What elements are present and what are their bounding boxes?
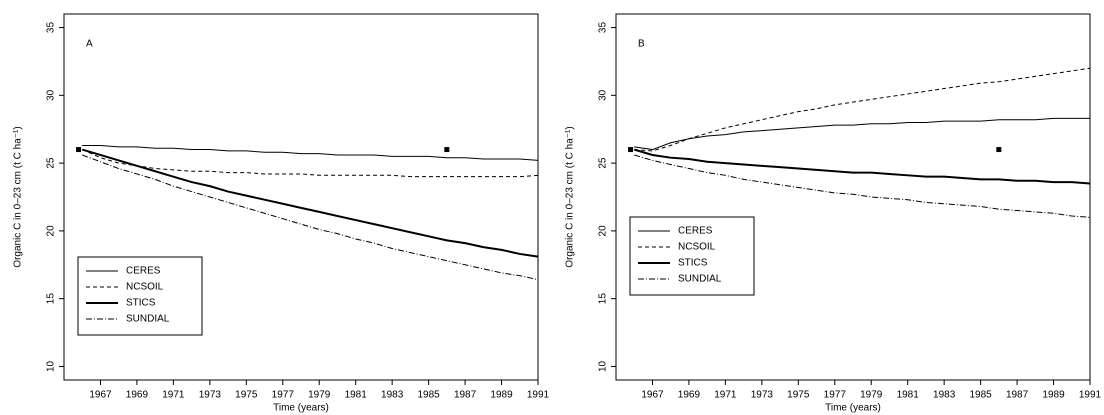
x-tick-label: 1985 (417, 390, 440, 401)
y-tick-label: 25 (598, 157, 609, 169)
series-line (634, 154, 1091, 218)
x-tick-label: 1971 (162, 390, 185, 401)
legend-label: STICS (126, 298, 156, 309)
y-tick-label: 30 (598, 89, 609, 101)
x-tick-label: 1987 (1006, 390, 1029, 401)
observed-point (996, 147, 1002, 153)
series-line (633, 148, 1091, 185)
series-line (81, 148, 539, 258)
y-tick-label: 10 (46, 360, 57, 372)
y-tick-label: 15 (46, 293, 57, 305)
x-tick-label: 1967 (641, 390, 664, 401)
series-line (82, 154, 539, 281)
x-tick-label: 1969 (126, 390, 149, 401)
series-line (634, 67, 1091, 152)
x-tick-label: 1973 (199, 390, 222, 401)
legend-box (77, 256, 203, 336)
x-axis-label: Time (years) (273, 403, 329, 414)
legend-label: SUNDIAL (126, 314, 170, 325)
y-tick-label: 25 (46, 157, 57, 169)
y-tick-label: 15 (598, 293, 609, 305)
plot-frame (63, 13, 539, 381)
y-axis-label: Organic C in 0–23 cm (t C ha⁻¹) (565, 126, 576, 267)
x-tick-label: 1991 (527, 390, 550, 401)
x-tick-label: 1979 (860, 390, 883, 401)
legend-label: SUNDIAL (678, 274, 722, 285)
y-tick-label: 35 (46, 22, 57, 34)
x-tick-label: 1967 (89, 390, 112, 401)
observed-point (76, 147, 82, 153)
x-tick-label: 1987 (454, 390, 477, 401)
x-tick-label: 1973 (751, 390, 774, 401)
legend-label: CERES (678, 226, 713, 237)
y-axis-label: Organic C in 0–23 cm (t C ha⁻¹) (13, 126, 24, 267)
x-tick-label: 1977 (272, 390, 295, 401)
x-tick-label: 1977 (824, 390, 847, 401)
x-tick-label: 1969 (678, 390, 701, 401)
series-line (82, 144, 539, 161)
x-axis-label: Time (years) (825, 403, 881, 414)
y-tick-label: 10 (598, 360, 609, 372)
x-tick-label: 1983 (381, 390, 404, 401)
x-tick-label: 1985 (969, 390, 992, 401)
legend-label: NCSOIL (126, 282, 164, 293)
y-tick-label: 20 (46, 225, 57, 237)
y-tick-label: 20 (598, 225, 609, 237)
series-line (82, 149, 539, 178)
observed-point (444, 147, 450, 153)
legend-label: NCSOIL (678, 242, 716, 253)
x-tick-label: 1975 (787, 390, 810, 401)
y-tick-label: 30 (46, 89, 57, 101)
x-tick-label: 1971 (714, 390, 737, 401)
x-tick-label: 1981 (897, 390, 920, 401)
legend-label: STICS (678, 258, 708, 269)
x-tick-label: 1981 (345, 390, 368, 401)
x-tick-label: 1979 (308, 390, 331, 401)
x-tick-label: 1989 (1042, 390, 1065, 401)
legend-box (629, 216, 755, 296)
plot-frame (615, 13, 1091, 381)
panel-label: A (86, 39, 93, 50)
x-tick-label: 1975 (235, 390, 258, 401)
series-line (634, 117, 1090, 151)
x-tick-label: 1991 (1079, 390, 1102, 401)
observed-point (628, 147, 634, 153)
y-tick-label: 35 (598, 22, 609, 34)
x-tick-label: 1983 (933, 390, 956, 401)
x-tick-label: 1989 (490, 390, 513, 401)
panel-label: B (638, 39, 645, 50)
legend-label: CERES (126, 266, 161, 277)
